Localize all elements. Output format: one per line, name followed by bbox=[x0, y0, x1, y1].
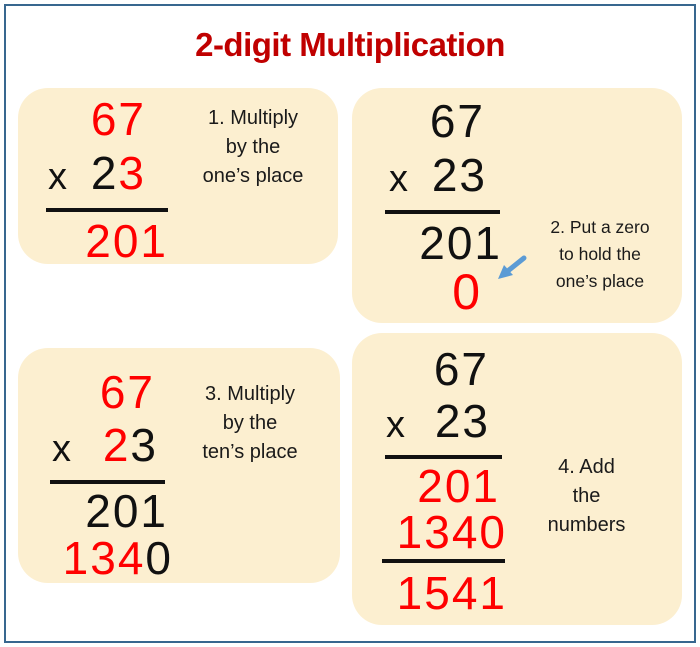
instruction-line: 4. Add bbox=[558, 456, 615, 478]
partial-product-2-row: 1340 bbox=[382, 509, 507, 555]
page-title: 2-digit Multiplication bbox=[195, 26, 505, 63]
instruction-line: 3. Multiply bbox=[204, 383, 296, 405]
total-row: 1541 bbox=[382, 567, 507, 619]
equals-line bbox=[50, 480, 165, 484]
step-4-instruction: 4. Add the numbers bbox=[514, 453, 659, 540]
instruction-line: one’s place bbox=[202, 165, 304, 187]
step-1-panel: 67 x 23 201 1. Multiply by the one’s pla… bbox=[18, 88, 338, 266]
multiplier-row: x 23 bbox=[44, 146, 168, 204]
instruction-line: numbers bbox=[547, 514, 626, 536]
instruction-line: 2. Put a zero bbox=[550, 217, 650, 237]
instruction-line: ten’s place bbox=[202, 441, 298, 463]
partial-product-2-row: 1340 bbox=[62, 532, 173, 584]
multiplicand-row: 67 bbox=[44, 92, 168, 146]
multiplier-row: x 23 bbox=[382, 395, 507, 451]
partial-product-1-row: 201 bbox=[48, 488, 173, 535]
multiplier: 23 bbox=[90, 147, 146, 199]
multiplicand: 67 bbox=[99, 366, 155, 418]
multiplicand-row: 67 bbox=[385, 94, 502, 148]
instruction-line: by the bbox=[225, 136, 281, 158]
multiplication-sign: x bbox=[52, 428, 73, 470]
multiplication-sign: x bbox=[389, 158, 410, 200]
instruction-line: to hold the bbox=[559, 244, 641, 264]
instruction-line: 1. Multiply bbox=[207, 107, 299, 129]
multiplicand: 67 bbox=[433, 343, 489, 395]
step-2-instruction: 2. Put a zero to hold the one’s place bbox=[520, 214, 680, 295]
step-1-worked-problem: 67 x 23 201 bbox=[44, 92, 168, 266]
partial-product-2: 134 bbox=[62, 532, 146, 584]
step-4-panel: 67 x 23 201 1340 1541 4. Add the numbers bbox=[352, 333, 682, 625]
equals-line bbox=[46, 208, 168, 212]
equals-line bbox=[385, 455, 502, 459]
multiplier-row: x 23 bbox=[48, 419, 173, 476]
partial-product-1: 201 bbox=[417, 460, 500, 512]
step-2-worked-problem: 67 x 23 201 0 bbox=[385, 94, 502, 317]
step-3-worked-problem: 67 x 23 201 1340 bbox=[48, 366, 173, 582]
total: 1541 bbox=[396, 567, 507, 619]
product-row: 201 bbox=[44, 216, 168, 266]
step-1-instruction: 1. Multiply by the one’s place bbox=[168, 104, 338, 191]
step-3-instruction: 3. Multiply by the ten’s place bbox=[170, 380, 330, 467]
partial-product-2: 1340 bbox=[396, 506, 507, 558]
product: 201 bbox=[85, 215, 168, 267]
product-row: 201 bbox=[385, 218, 502, 268]
step-4-worked-problem: 67 x 23 201 1340 1541 bbox=[382, 343, 507, 619]
equals-line bbox=[385, 210, 500, 214]
multiplier: 23 bbox=[434, 395, 490, 447]
down-left-arrow-icon bbox=[498, 255, 527, 279]
multiplier: 23 bbox=[431, 149, 487, 201]
partial-product-1: 201 bbox=[85, 485, 168, 537]
multiplicand: 67 bbox=[90, 93, 146, 145]
multiplication-sign: x bbox=[386, 404, 407, 446]
instruction-line: one’s place bbox=[555, 271, 645, 291]
partial-product-1-row: 201 bbox=[382, 463, 507, 509]
multiplication-sign: x bbox=[48, 156, 69, 198]
sum-line bbox=[382, 559, 505, 563]
placeholder-zero: 0 bbox=[452, 264, 482, 320]
step-2-panel: 67 x 23 201 0 2. Put a zero to hold the … bbox=[352, 88, 682, 323]
multiplicand-row: 67 bbox=[48, 366, 173, 419]
page-border bbox=[4, 4, 696, 643]
instruction-line: by the bbox=[222, 412, 278, 434]
multiplier-row: x 23 bbox=[385, 148, 502, 206]
multiplicand-row: 67 bbox=[382, 343, 507, 395]
multiplicand: 67 bbox=[429, 95, 485, 147]
step-3-panel: 67 x 23 201 1340 3. Multiply by the ten’… bbox=[18, 348, 340, 583]
product: 201 bbox=[419, 217, 502, 269]
instruction-line: the bbox=[572, 485, 601, 507]
multiplier: 23 bbox=[102, 419, 158, 471]
placeholder-zero-row: 0 bbox=[385, 267, 502, 317]
